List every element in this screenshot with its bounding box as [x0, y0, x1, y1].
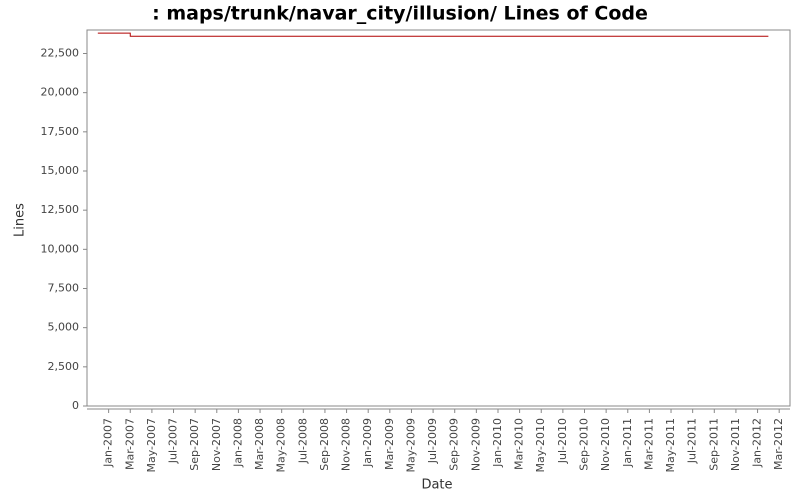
x-tick-label: Jul-2010: [556, 418, 569, 464]
y-axis-title: Lines: [13, 203, 28, 237]
y-tick-label: 17,500: [41, 125, 80, 138]
x-tick-label: Jul-2008: [296, 418, 309, 464]
x-tick-label: Mar-2010: [513, 418, 526, 470]
x-tick-label: May-2009: [404, 418, 417, 473]
x-tick-label: Jul-2011: [686, 418, 699, 464]
x-tick-label: Jan-2011: [621, 418, 634, 468]
x-tick-label: Nov-2008: [340, 418, 353, 471]
chart-title: : maps/trunk/navar_city/illusion/ Lines …: [152, 3, 648, 25]
y-tick-label: 2,500: [48, 360, 80, 373]
x-tick-label: Jul-2009: [426, 418, 439, 464]
x-tick-label: May-2008: [275, 418, 288, 473]
x-tick-label: Mar-2009: [383, 418, 396, 470]
x-tick-label: Mar-2011: [642, 418, 655, 470]
x-tick-label: Nov-2007: [210, 418, 223, 471]
y-tick-label: 10,000: [41, 242, 80, 255]
x-tick-label: Sep-2010: [578, 418, 591, 471]
x-tick-label: Nov-2009: [469, 418, 482, 471]
x-tick-label: Mar-2007: [123, 418, 136, 470]
x-tick-label: Jul-2007: [167, 418, 180, 464]
x-axis-title: Date: [421, 478, 452, 493]
x-tick-label: May-2007: [145, 418, 158, 473]
x-tick-label: Sep-2011: [707, 418, 720, 471]
x-tick-label: Mar-2008: [253, 418, 266, 470]
y-tick-label: 22,500: [41, 47, 80, 60]
x-tick-label: Jan-2008: [231, 418, 244, 468]
x-tick-label: May-2011: [664, 418, 677, 473]
x-tick-label: Jan-2012: [751, 418, 764, 468]
y-tick-label: 0: [72, 399, 79, 412]
x-tick-label: Sep-2008: [318, 418, 331, 471]
x-tick-label: Nov-2011: [729, 418, 742, 471]
series-line: [97, 32, 769, 37]
y-tick-label: 15,000: [41, 164, 80, 177]
y-tick-label: 7,500: [48, 282, 80, 295]
x-tick-label: Mar-2012: [772, 418, 785, 470]
x-tick-label: Jan-2007: [102, 418, 115, 468]
x-tick-label: Nov-2010: [599, 418, 612, 471]
x-tick-label: May-2010: [534, 418, 547, 473]
x-tick-label: Sep-2009: [448, 418, 461, 471]
y-tick-label: 5,000: [48, 321, 80, 334]
y-tick-label: 20,000: [41, 86, 80, 99]
plot-area: [86, 29, 791, 407]
x-tick-label: Jan-2009: [361, 418, 374, 468]
x-tick-label: Jan-2010: [491, 418, 504, 468]
x-tick-label: Sep-2007: [188, 418, 201, 471]
y-tick-label: 12,500: [41, 203, 80, 216]
